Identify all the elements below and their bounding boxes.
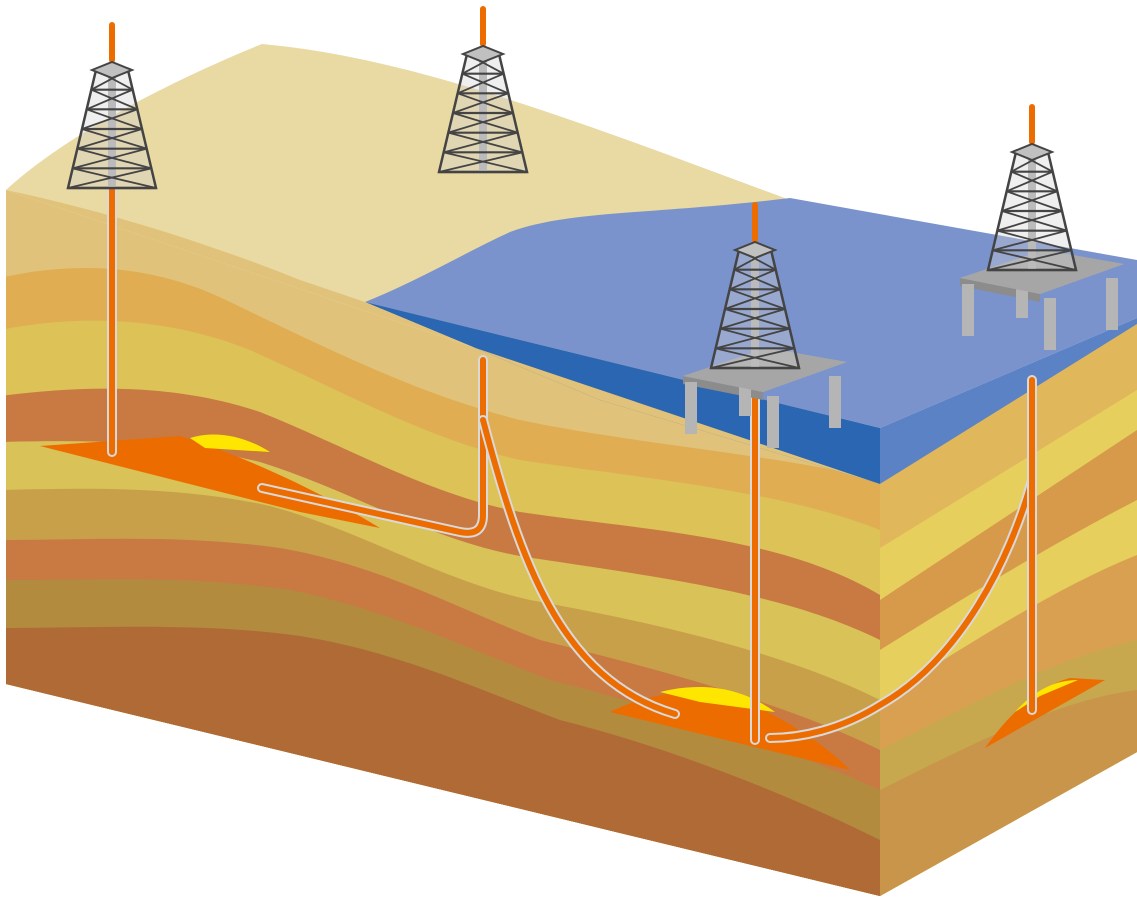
- reservoir-left: [40, 436, 380, 528]
- land-front-band: [6, 190, 880, 484]
- wells: [107, 185, 1037, 745]
- platform-leg: [685, 382, 697, 434]
- reservoir-left-top: [190, 434, 270, 452]
- land-rig-left: [66, 22, 158, 190]
- derrick-icon: [437, 6, 529, 174]
- platform-leg: [962, 284, 974, 336]
- rigs: [66, 6, 1124, 448]
- land-rig-center: [437, 6, 529, 174]
- derrick-icon: [986, 104, 1078, 272]
- derrick-icon: [66, 22, 158, 190]
- platform-leg: [1044, 298, 1056, 350]
- platform-leg: [767, 396, 779, 448]
- offshore-rig-center: [683, 202, 847, 448]
- platform-leg: [1106, 278, 1118, 330]
- offshore-rig-right: [960, 104, 1124, 350]
- well-directional-center: [478, 415, 680, 719]
- well-horizontal-left: [257, 355, 488, 538]
- reservoir-center-top: [660, 686, 775, 712]
- reservoir-right: [985, 678, 1105, 748]
- well-directional-right: [765, 475, 1037, 743]
- platform-leg: [829, 376, 841, 428]
- sea-right-edge: [880, 318, 1137, 484]
- derrick-icon: [709, 202, 801, 370]
